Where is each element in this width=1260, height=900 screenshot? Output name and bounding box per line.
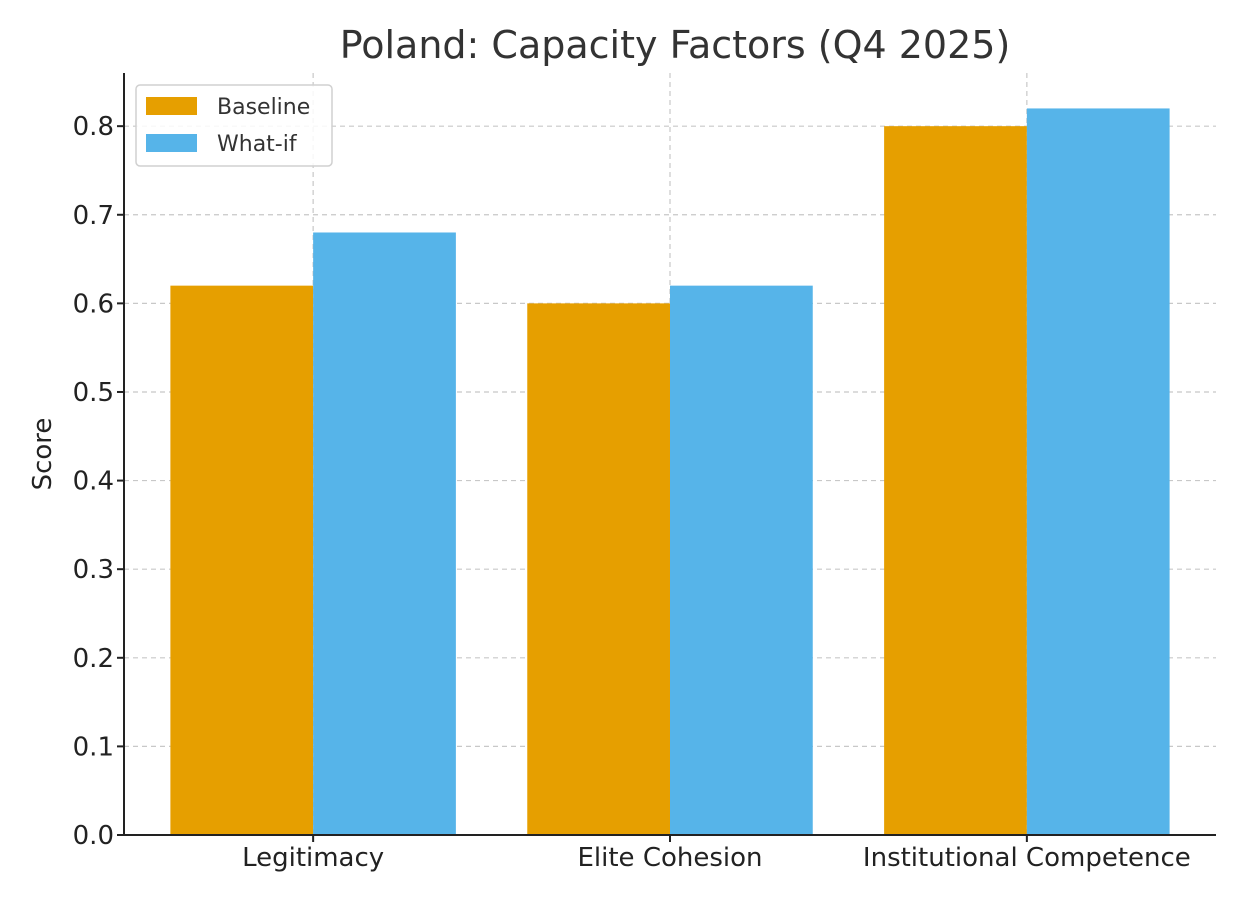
y-tick-label: 0.3 xyxy=(73,555,114,585)
bar-layer xyxy=(170,108,1170,836)
y-tick-label: 0.7 xyxy=(73,201,114,231)
x-tick-label: Institutional Competence xyxy=(863,843,1191,873)
y-tick-label: 0.5 xyxy=(73,378,114,408)
y-tick-label: 0.8 xyxy=(73,112,114,142)
chart-title: Poland: Capacity Factors (Q4 2025) xyxy=(340,23,1011,67)
legend-swatch xyxy=(146,97,197,115)
x-tick-label: Elite Cohesion xyxy=(577,843,762,873)
legend-label: What-if xyxy=(217,132,298,157)
legend: Baseline What-if xyxy=(135,84,333,167)
legend-swatch xyxy=(146,134,197,152)
bar-baseline-2 xyxy=(884,126,1027,836)
tick-layer: 0.0 0.1 0.2 0.3 0.4 0.5 0.6 0.7 0.8 Legitimacy Eli… xyxy=(73,112,1191,873)
y-tick-label: 0.1 xyxy=(73,732,114,762)
bar-what-if-0 xyxy=(313,232,456,835)
bar-what-if-2 xyxy=(1026,108,1170,835)
y-axis-label: Score xyxy=(28,418,58,491)
y-tick-label: 0.6 xyxy=(73,289,114,319)
bar-baseline-0 xyxy=(170,285,314,836)
x-tick-label: Legitimacy xyxy=(242,843,384,873)
y-tick-label: 0.4 xyxy=(73,467,114,497)
y-tick-label: 0.0 xyxy=(73,821,114,851)
bar-what-if-1 xyxy=(670,285,813,836)
bar-baseline-1 xyxy=(527,303,670,836)
legend-label: Baseline xyxy=(217,95,310,120)
y-tick-label: 0.2 xyxy=(73,644,114,674)
